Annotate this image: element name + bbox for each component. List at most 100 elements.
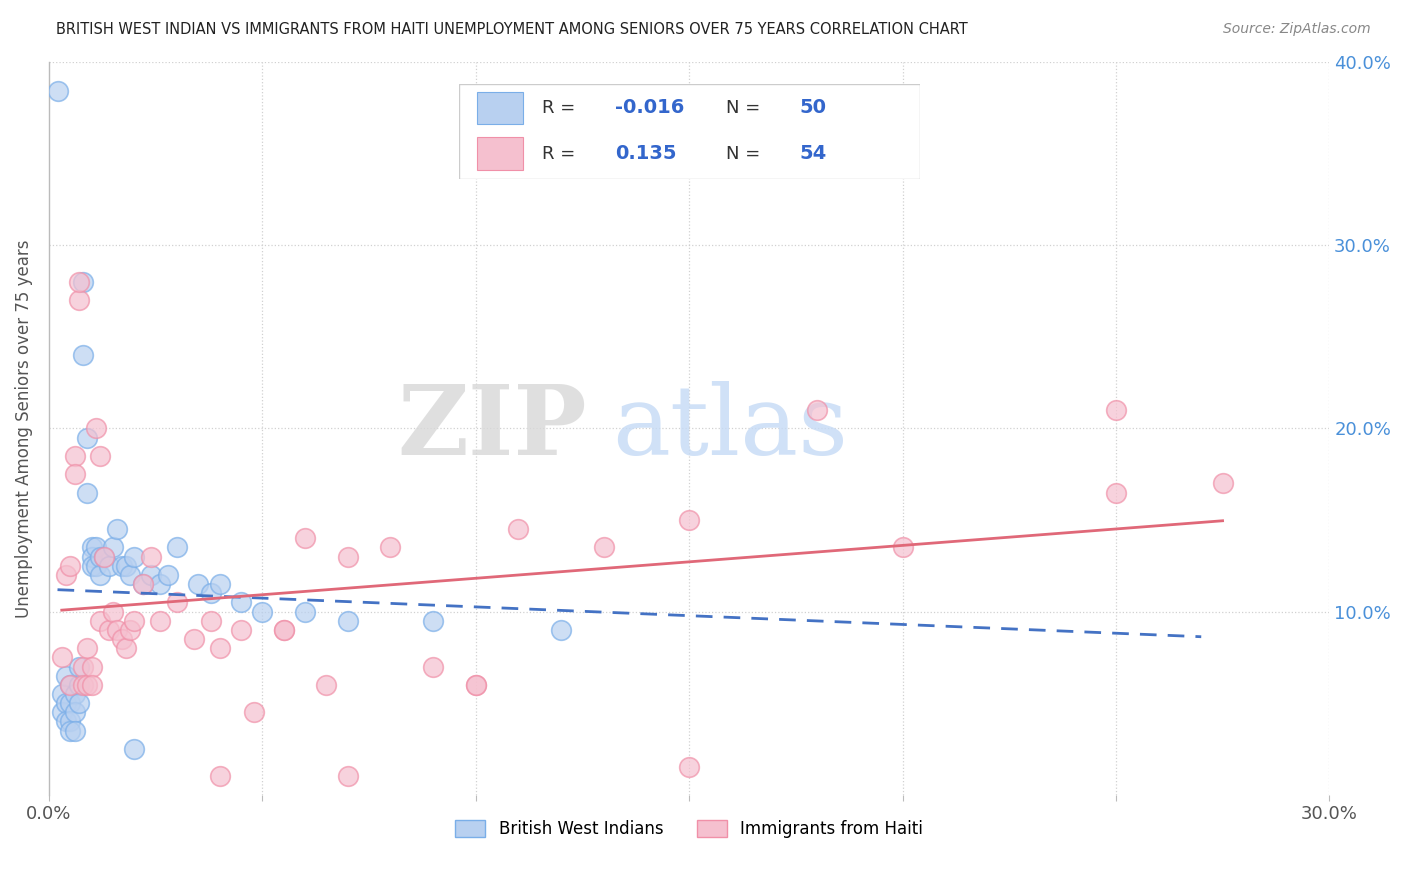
Point [1105, 485, 1128, 500]
Point [76, 641, 98, 656]
Point [1105, 403, 1128, 417]
Point [72, 659, 94, 673]
Point [59, 723, 82, 738]
Point [55, 696, 77, 710]
Point [157, 568, 180, 582]
Point [187, 577, 209, 591]
Point [380, 541, 402, 555]
Point [89, 568, 111, 582]
Point [1212, 476, 1234, 491]
Point [93, 549, 115, 564]
Point [72, 348, 94, 362]
Point [208, 577, 231, 591]
Point [55, 568, 77, 582]
Point [59, 678, 82, 692]
Text: BRITISH WEST INDIAN VS IMMIGRANTS FROM HAITI UNEMPLOYMENT AMONG SENIORS OVER 75 : BRITISH WEST INDIAN VS IMMIGRANTS FROM H… [56, 22, 967, 37]
Point [63, 706, 86, 720]
Point [141, 568, 163, 582]
Point [63, 467, 86, 482]
Point [101, 605, 124, 619]
Point [132, 577, 155, 591]
Point [80, 659, 103, 673]
Point [46, 85, 69, 99]
Point [464, 678, 486, 692]
Point [72, 275, 94, 289]
Point [76, 485, 98, 500]
Point [59, 678, 82, 692]
Point [149, 577, 172, 591]
Legend: British West Indians, Immigrants from Haiti: British West Indians, Immigrants from Ha… [449, 814, 929, 845]
Point [67, 293, 90, 308]
Point [63, 687, 86, 701]
Point [124, 614, 146, 628]
Point [678, 513, 700, 527]
Point [51, 687, 73, 701]
Point [200, 614, 222, 628]
Point [67, 659, 90, 673]
Point [89, 449, 111, 463]
Point [51, 706, 73, 720]
Point [55, 714, 77, 729]
Point [63, 449, 86, 463]
Point [336, 769, 359, 783]
Point [105, 522, 128, 536]
Point [336, 614, 359, 628]
Point [101, 541, 124, 555]
Point [229, 623, 252, 637]
Point [59, 714, 82, 729]
Point [72, 678, 94, 692]
Point [89, 614, 111, 628]
Point [80, 678, 103, 692]
Text: Source: ZipAtlas.com: Source: ZipAtlas.com [1223, 22, 1371, 37]
Point [80, 558, 103, 573]
Point [105, 623, 128, 637]
Point [59, 696, 82, 710]
Point [678, 760, 700, 774]
Point [59, 558, 82, 573]
Text: ZIP: ZIP [396, 382, 586, 475]
Point [422, 614, 444, 628]
Point [120, 623, 142, 637]
Point [89, 549, 111, 564]
Point [63, 723, 86, 738]
Point [120, 568, 142, 582]
Point [592, 541, 614, 555]
Point [166, 541, 188, 555]
Point [315, 678, 337, 692]
Point [67, 678, 90, 692]
Point [422, 659, 444, 673]
Y-axis label: Unemployment Among Seniors over 75 years: Unemployment Among Seniors over 75 years [15, 239, 32, 617]
Point [252, 605, 274, 619]
Point [51, 650, 73, 665]
Point [294, 605, 316, 619]
Point [183, 632, 205, 646]
Point [464, 678, 486, 692]
Point [149, 614, 172, 628]
Point [97, 623, 120, 637]
Point [550, 623, 572, 637]
Point [76, 431, 98, 445]
Point [114, 558, 136, 573]
Point [114, 641, 136, 656]
Point [76, 678, 98, 692]
Point [891, 541, 914, 555]
Point [806, 403, 828, 417]
Point [124, 549, 146, 564]
Point [208, 769, 231, 783]
Point [200, 586, 222, 600]
Point [93, 549, 115, 564]
Point [273, 623, 295, 637]
Point [80, 541, 103, 555]
Point [80, 549, 103, 564]
Point [67, 696, 90, 710]
Point [97, 558, 120, 573]
Point [273, 623, 295, 637]
Point [110, 632, 132, 646]
Point [208, 641, 231, 656]
Point [67, 275, 90, 289]
Point [84, 421, 107, 435]
Point [229, 595, 252, 609]
Point [243, 706, 266, 720]
Text: atlas: atlas [612, 382, 848, 475]
Point [166, 595, 188, 609]
